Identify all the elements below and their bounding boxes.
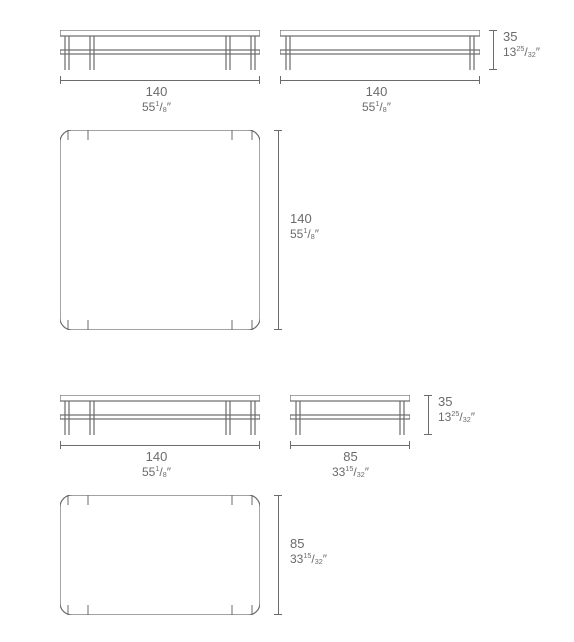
rect-front-elevation — [60, 395, 260, 435]
rect-height-dim: 35 1325/32″ — [438, 395, 475, 425]
square-plan-view — [60, 130, 260, 330]
rect-width-dim: 140 551/8″ — [142, 450, 171, 480]
square-width-dim-a: 140 551/8″ — [142, 85, 171, 115]
rect-depth-dim-under: 85 3315/32″ — [332, 450, 369, 480]
square-height-dim: 35 1325/32″ — [503, 30, 540, 60]
square-side-elevation-a — [280, 30, 480, 70]
square-width-dim-b: 140 551/8″ — [362, 85, 391, 115]
dimension-sheet: 35 1325/32″ 140 551/8″ 140 551/8″ 140 55… — [0, 0, 574, 642]
rect-side-elevation — [290, 395, 410, 435]
rect-depth-dim: 85 3315/32″ — [290, 537, 327, 567]
square-front-elevation-a — [60, 30, 260, 70]
square-depth-dim: 140 551/8″ — [290, 212, 319, 242]
rect-plan-view — [60, 495, 260, 615]
